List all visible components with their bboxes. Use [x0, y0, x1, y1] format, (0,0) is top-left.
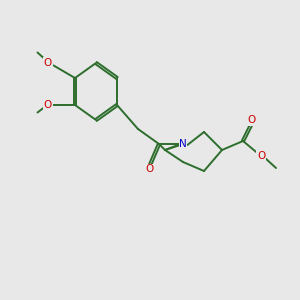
Text: N: N	[179, 139, 187, 149]
Text: N: N	[179, 139, 187, 149]
Text: O: O	[146, 164, 154, 175]
Text: O: O	[248, 115, 256, 125]
Text: O: O	[257, 151, 265, 161]
Text: O: O	[44, 100, 52, 110]
Text: O: O	[44, 58, 52, 68]
